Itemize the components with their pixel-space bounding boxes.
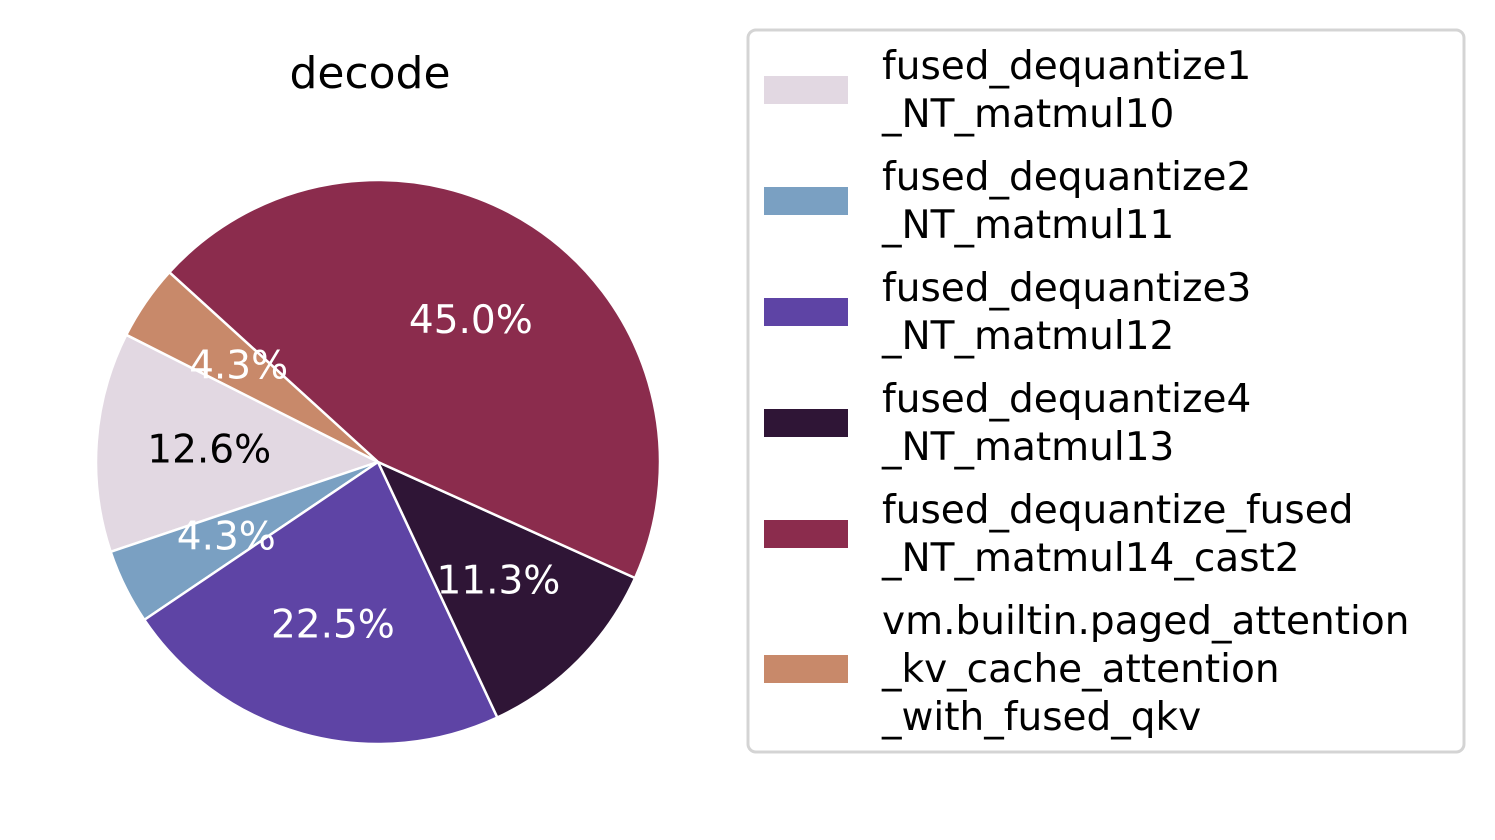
legend-swatch-5 xyxy=(764,520,848,548)
legend-label-3-line-1: fused_dequantize3 xyxy=(882,266,1251,311)
legend-label-5-line-1: fused_dequantize_fused xyxy=(882,488,1353,533)
pie-slice-1 xyxy=(94,333,380,554)
legend-swatch-6 xyxy=(764,655,848,683)
legend-label-2-line-1: fused_dequantize2 xyxy=(882,155,1251,200)
pie-slices xyxy=(94,178,662,746)
pie-slice-4 xyxy=(376,460,637,719)
legend-swatch-1 xyxy=(764,76,848,104)
chart-title: decode xyxy=(289,48,450,99)
legend-label-6-line-2: _kv_cache_attention xyxy=(881,647,1280,692)
legend-label-4-line-2: _NT_matmul13 xyxy=(881,425,1174,470)
pie-slice-3 xyxy=(143,460,499,746)
legend-label-4-line-1: fused_dequantize4 xyxy=(882,377,1251,422)
pie-percent-label-1: 12.6% xyxy=(147,427,271,472)
legend-label-3-line-2: _NT_matmul12 xyxy=(881,314,1174,359)
legend-frame xyxy=(746,28,1466,754)
legend-label-1-line-1: fused_dequantize1 xyxy=(882,44,1251,89)
pie-percent-label-4: 11.3% xyxy=(436,558,560,603)
pie-percent-label-6: 4.3% xyxy=(189,344,288,389)
pie-percent-labels: 12.6% 4.3% 22.5% 11.3% 45.0% 4.3% xyxy=(147,298,560,648)
legend-label-6-line-3: _with_fused_qkv xyxy=(881,695,1201,740)
legend-label-5-line-2: _NT_matmul14_cast2 xyxy=(881,536,1300,581)
pie-percent-label-5: 45.0% xyxy=(409,298,533,343)
legend-label-6-line-1: vm.builtin.paged_attention xyxy=(882,599,1409,644)
pie-slice-5 xyxy=(168,178,662,580)
legend-swatch-4 xyxy=(764,409,848,437)
pie-slice-6 xyxy=(125,271,380,464)
pie-percent-label-3: 22.5% xyxy=(271,603,395,648)
pie-percent-label-2: 4.3% xyxy=(177,514,276,559)
legend-swatch-2 xyxy=(764,187,848,215)
legend-label-2-line-2: _NT_matmul11 xyxy=(881,203,1174,248)
legend: fused_dequantize1_NT_matmul10 fused_dequa… xyxy=(746,28,1466,754)
legend-swatch-3 xyxy=(764,298,848,326)
legend-label-1-line-2: _NT_matmul10 xyxy=(881,92,1174,137)
